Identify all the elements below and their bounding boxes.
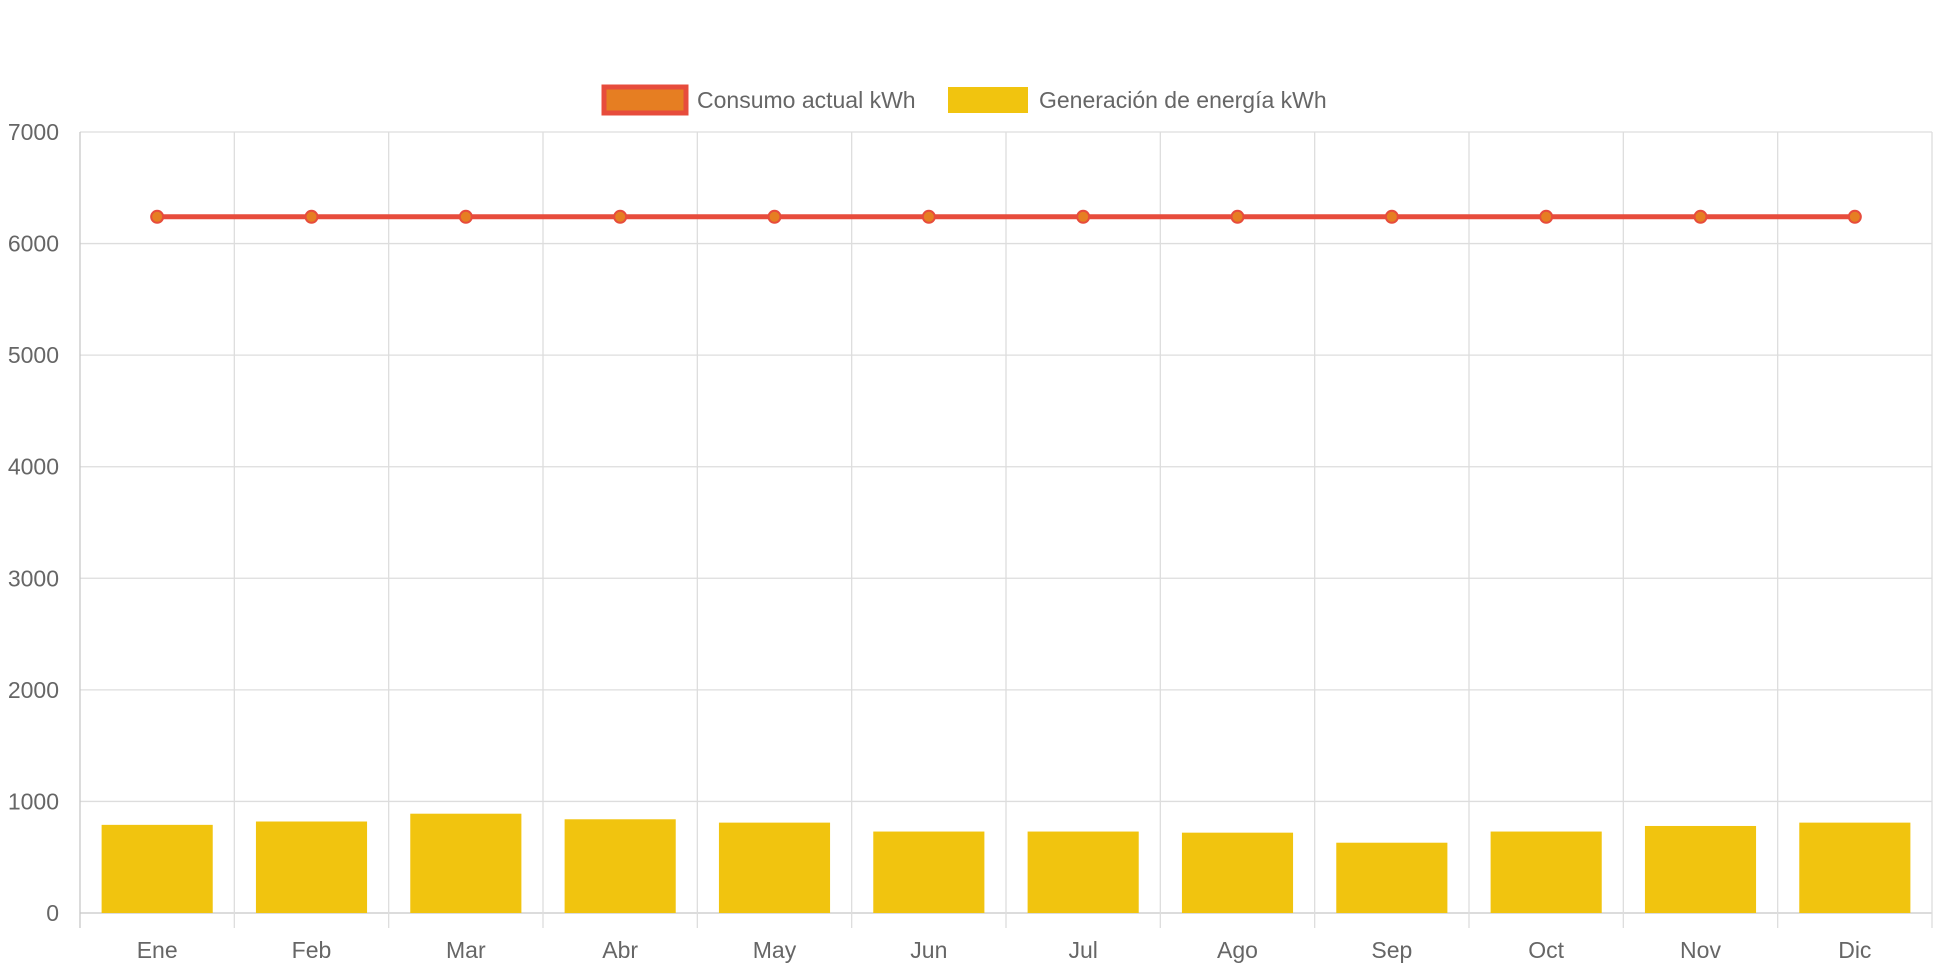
bar-ago <box>1181 832 1294 913</box>
x-tick-label: Dic <box>1838 937 1871 963</box>
consumo-point-jul <box>1076 209 1091 224</box>
y-tick-label: 2000 <box>8 677 59 703</box>
x-tick-label: Ene <box>137 937 178 963</box>
y-tick-label: 7000 <box>8 119 59 145</box>
consumo-point-ene <box>150 209 165 224</box>
x-tick-label: Jun <box>910 937 947 963</box>
bar-sep <box>1336 842 1448 913</box>
bar-jul <box>1027 831 1139 913</box>
consumo-point-dic <box>1847 209 1862 224</box>
bar-ene <box>101 824 213 913</box>
line-series-consumo <box>150 209 1862 224</box>
bar-dic <box>1799 822 1911 913</box>
y-tick-label: 5000 <box>8 342 59 368</box>
y-tick-label: 6000 <box>8 231 59 257</box>
bar-oct <box>1490 831 1602 913</box>
bar-feb <box>255 821 368 913</box>
axes: 0 1000 2000 3000 4000 5000 6000 7000 Ene Feb Mar Ab… <box>8 119 1872 963</box>
consumo-point-mar <box>458 209 473 224</box>
consumo-point-feb <box>304 209 319 224</box>
legend-label-generacion[interactable]: Generación de energía kWh <box>1039 87 1327 113</box>
bar-may <box>718 822 831 913</box>
x-tick-label: Jul <box>1068 937 1097 963</box>
y-tick-label: 3000 <box>8 565 59 591</box>
x-tick-label: Nov <box>1680 937 1721 963</box>
x-tick-label: Ago <box>1217 937 1258 963</box>
x-tick-label: May <box>753 937 797 963</box>
y-tick-label: 0 <box>46 900 59 926</box>
x-tick-label: Mar <box>446 937 486 963</box>
legend[interactable]: Consumo actual kWh Generación de energía… <box>601 84 1327 116</box>
bar-nov <box>1644 825 1757 913</box>
x-tick-label: Sep <box>1371 937 1412 963</box>
bar-series-generacion <box>101 813 1911 913</box>
consumo-point-may <box>767 209 782 224</box>
legend-label-consumo[interactable]: Consumo actual kWh <box>697 87 916 113</box>
consumo-point-sep <box>1384 209 1399 224</box>
grid <box>79 131 1933 928</box>
x-tick-label: Feb <box>292 937 332 963</box>
legend-swatch-consumo[interactable] <box>601 84 689 116</box>
bar-abr <box>564 819 676 913</box>
consumo-point-abr <box>613 209 628 224</box>
y-tick-label: 4000 <box>8 454 59 480</box>
x-tick-label: Abr <box>602 937 638 963</box>
consumo-point-ago <box>1230 209 1245 224</box>
legend-swatch-generacion[interactable] <box>948 87 1028 113</box>
consumo-point-nov <box>1693 209 1708 224</box>
consumo-point-oct <box>1539 209 1554 224</box>
y-tick-label: 1000 <box>8 788 59 814</box>
bar-jun <box>873 831 985 913</box>
x-tick-label: Oct <box>1528 937 1564 963</box>
bar-mar <box>410 813 522 913</box>
consumo-point-jun <box>921 209 936 224</box>
